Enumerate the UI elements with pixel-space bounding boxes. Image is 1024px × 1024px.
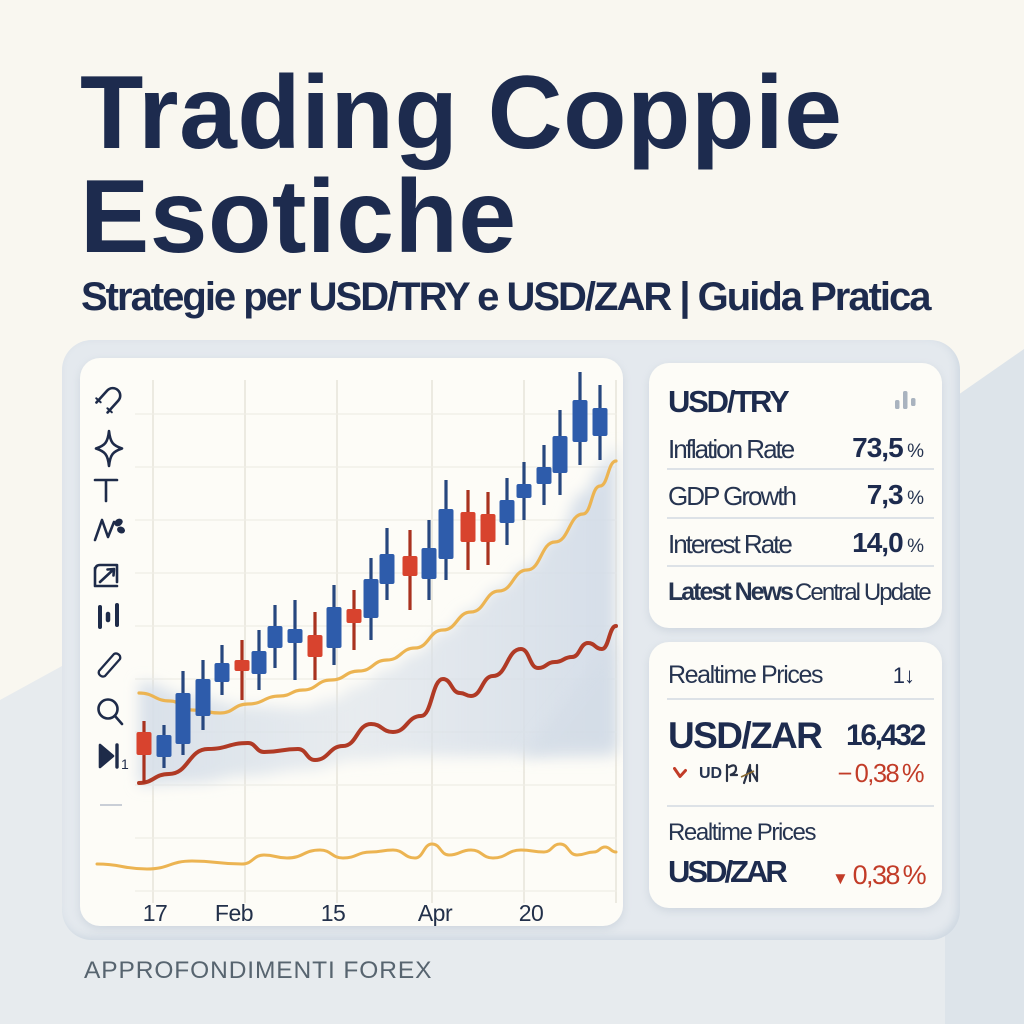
svg-text:17: 17 (143, 900, 168, 926)
svg-text:1: 1 (121, 756, 129, 772)
svg-text:Apr: Apr (418, 900, 453, 926)
svg-text:Feb: Feb (215, 900, 253, 926)
svg-text:20: 20 (519, 900, 544, 926)
svg-text:15: 15 (321, 900, 346, 926)
